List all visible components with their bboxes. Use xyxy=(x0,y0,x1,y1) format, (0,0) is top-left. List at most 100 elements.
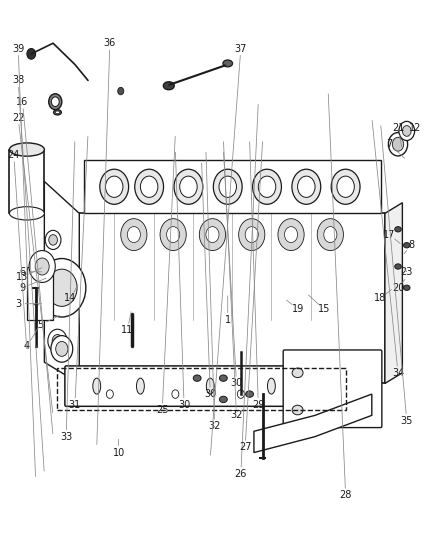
Circle shape xyxy=(180,176,197,197)
Text: 32: 32 xyxy=(208,421,221,431)
Text: 18: 18 xyxy=(374,293,387,303)
FancyBboxPatch shape xyxy=(208,370,243,397)
Ellipse shape xyxy=(55,111,60,114)
Circle shape xyxy=(56,342,68,357)
Bar xyxy=(84,160,381,213)
Text: 32: 32 xyxy=(230,410,243,421)
Text: 21: 21 xyxy=(392,123,404,133)
Circle shape xyxy=(245,227,258,243)
Text: 34: 34 xyxy=(392,368,404,378)
Text: 7: 7 xyxy=(386,139,392,149)
Polygon shape xyxy=(254,394,372,453)
Circle shape xyxy=(51,97,59,107)
Circle shape xyxy=(403,126,411,136)
Bar xyxy=(27,266,53,320)
Circle shape xyxy=(206,227,219,243)
Ellipse shape xyxy=(292,405,303,415)
Circle shape xyxy=(106,176,123,197)
Text: 13: 13 xyxy=(16,272,28,282)
Text: 33: 33 xyxy=(60,432,72,442)
Circle shape xyxy=(213,169,242,204)
Text: 5: 5 xyxy=(37,320,43,330)
FancyBboxPatch shape xyxy=(79,213,385,383)
Circle shape xyxy=(297,176,315,197)
Text: 24: 24 xyxy=(7,150,20,160)
Circle shape xyxy=(100,169,129,204)
FancyBboxPatch shape xyxy=(308,370,343,397)
Ellipse shape xyxy=(93,378,101,394)
Circle shape xyxy=(253,169,282,204)
Circle shape xyxy=(135,169,163,204)
Bar xyxy=(57,368,346,410)
Circle shape xyxy=(317,219,343,251)
Text: 37: 37 xyxy=(235,44,247,53)
FancyBboxPatch shape xyxy=(65,366,351,406)
Circle shape xyxy=(160,219,186,251)
Circle shape xyxy=(121,219,147,251)
Circle shape xyxy=(239,219,265,251)
Circle shape xyxy=(51,336,73,362)
Circle shape xyxy=(29,251,55,282)
Circle shape xyxy=(324,227,337,243)
Ellipse shape xyxy=(353,405,364,415)
Circle shape xyxy=(331,169,360,204)
Circle shape xyxy=(219,176,237,197)
Circle shape xyxy=(35,258,49,275)
Ellipse shape xyxy=(163,82,174,90)
Text: 36: 36 xyxy=(104,38,116,48)
Circle shape xyxy=(199,219,226,251)
Text: 4: 4 xyxy=(24,341,30,351)
Text: 14: 14 xyxy=(64,293,77,303)
Circle shape xyxy=(166,227,180,243)
Text: 3: 3 xyxy=(15,298,21,309)
Text: 29: 29 xyxy=(252,400,265,410)
Text: 20: 20 xyxy=(392,283,404,293)
Text: 11: 11 xyxy=(121,325,134,335)
Text: 30: 30 xyxy=(230,378,243,389)
Circle shape xyxy=(174,169,203,204)
Text: 26: 26 xyxy=(235,469,247,479)
Circle shape xyxy=(49,235,57,245)
Ellipse shape xyxy=(292,368,303,377)
Text: 16: 16 xyxy=(16,96,28,107)
Text: 25: 25 xyxy=(156,405,169,415)
Circle shape xyxy=(141,176,158,197)
Ellipse shape xyxy=(53,110,61,115)
Ellipse shape xyxy=(10,143,44,156)
Text: 6: 6 xyxy=(19,267,25,277)
Ellipse shape xyxy=(10,207,44,220)
Circle shape xyxy=(127,227,141,243)
Text: 22: 22 xyxy=(12,112,25,123)
Ellipse shape xyxy=(193,375,201,381)
Circle shape xyxy=(106,390,113,398)
Circle shape xyxy=(49,94,62,110)
Text: 30: 30 xyxy=(204,389,216,399)
FancyBboxPatch shape xyxy=(108,370,143,397)
Text: 30: 30 xyxy=(178,400,190,410)
FancyBboxPatch shape xyxy=(283,350,382,427)
Text: 9: 9 xyxy=(19,283,25,293)
Ellipse shape xyxy=(403,243,410,248)
Polygon shape xyxy=(385,203,403,383)
Bar xyxy=(10,150,44,213)
Ellipse shape xyxy=(395,227,401,232)
Text: 31: 31 xyxy=(69,400,81,410)
Ellipse shape xyxy=(137,378,145,394)
Circle shape xyxy=(38,259,86,317)
Circle shape xyxy=(290,390,297,398)
Text: 10: 10 xyxy=(113,448,125,457)
Text: 27: 27 xyxy=(239,442,251,452)
Circle shape xyxy=(258,176,276,197)
Circle shape xyxy=(45,230,61,249)
Circle shape xyxy=(237,390,244,398)
Ellipse shape xyxy=(219,396,227,402)
Circle shape xyxy=(118,87,124,95)
Text: 38: 38 xyxy=(12,76,24,85)
FancyBboxPatch shape xyxy=(158,370,193,397)
Circle shape xyxy=(27,49,35,59)
Circle shape xyxy=(389,133,408,156)
Polygon shape xyxy=(44,181,79,383)
Text: 39: 39 xyxy=(12,44,24,53)
Circle shape xyxy=(52,335,63,348)
Circle shape xyxy=(292,169,321,204)
